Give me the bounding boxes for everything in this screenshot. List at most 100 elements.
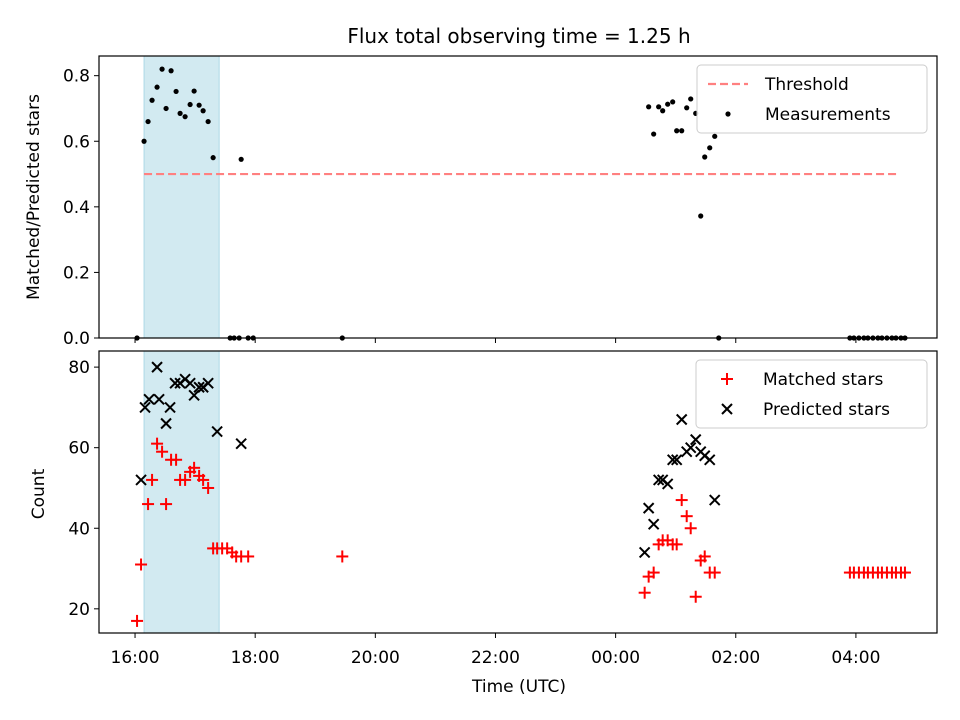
legend-predicted-label: Predicted stars bbox=[763, 400, 890, 420]
measurement-point bbox=[168, 68, 174, 74]
measurement-point bbox=[163, 105, 169, 112]
predicted-star-point bbox=[164, 401, 176, 414]
predicted-star-point bbox=[235, 437, 247, 450]
matched-star-point bbox=[170, 453, 183, 466]
top-panel-frame bbox=[98, 55, 938, 339]
bottom-panel-marks bbox=[131, 361, 911, 627]
matched-star-point bbox=[146, 473, 159, 486]
measurement-point bbox=[679, 128, 685, 134]
top-y-axis-label: Matched/Predicted stars bbox=[24, 94, 44, 300]
matched-star-point bbox=[336, 550, 349, 563]
measurement-point bbox=[187, 101, 193, 108]
bottom-y-axis-label: Count bbox=[29, 468, 49, 519]
measurement-point bbox=[182, 114, 188, 120]
predicted-star-point bbox=[188, 389, 200, 402]
y-tick-label: 80 bbox=[68, 358, 90, 378]
predicted-star-point bbox=[670, 454, 683, 466]
predicted-star-point bbox=[135, 474, 147, 486]
matched-star-point bbox=[188, 461, 201, 474]
top-panel: 0.0 0.2 0.4 0.6 0.8 Flux total observing tim… bbox=[24, 24, 938, 349]
legend-measurements-label: Measurements bbox=[765, 105, 891, 125]
measurement-point bbox=[191, 88, 197, 94]
matched-star-point bbox=[156, 445, 169, 458]
top-panel-y-ticks: 0.0 0.2 0.4 0.6 0.8 bbox=[63, 67, 99, 349]
predicted-star-point bbox=[684, 441, 697, 454]
predicted-star-point bbox=[704, 454, 716, 466]
predicted-star-point bbox=[139, 401, 151, 414]
y-tick-label: 0.0 bbox=[63, 329, 90, 349]
bottom-panel-y-ticks: 20 40 60 80 bbox=[68, 358, 99, 620]
bottom-panel: 20 40 60 80 16:00 18:00 20:00 22:00 00:00 02:00 0… bbox=[29, 350, 938, 697]
measurement-point bbox=[707, 145, 713, 151]
x-tick-label: 16:00 bbox=[111, 648, 160, 668]
matched-star-point bbox=[680, 510, 693, 523]
predicted-legend-swatch bbox=[721, 403, 733, 415]
x-tick-label: 18:00 bbox=[231, 648, 280, 668]
measurement-point bbox=[173, 88, 179, 95]
matched-legend-swatch bbox=[721, 373, 733, 385]
measurement-point bbox=[698, 213, 704, 219]
measurement-point bbox=[205, 118, 211, 125]
predicted-star-point bbox=[652, 474, 665, 486]
matched-star-point bbox=[698, 550, 711, 563]
bottom-panel-frame bbox=[98, 350, 938, 634]
measurement-point bbox=[670, 99, 676, 105]
measurement-point bbox=[688, 96, 694, 102]
y-tick-label: 0.8 bbox=[63, 67, 90, 87]
y-tick-label: 0.6 bbox=[63, 132, 90, 152]
matched-star-point bbox=[898, 566, 911, 579]
matched-star-point bbox=[151, 437, 164, 450]
y-tick-label: 20 bbox=[68, 600, 90, 620]
measurement-point bbox=[145, 118, 151, 125]
matched-star-point bbox=[242, 550, 255, 563]
bottom-legend-box bbox=[695, 359, 928, 429]
x-tick-label: 04:00 bbox=[831, 648, 880, 668]
measurement-point bbox=[200, 108, 206, 114]
legend-matched-label: Matched stars bbox=[763, 370, 883, 390]
matched-star-point bbox=[197, 473, 210, 486]
measurement-point bbox=[660, 108, 666, 114]
predicted-star-point bbox=[169, 377, 181, 389]
predicted-star-point bbox=[690, 433, 702, 446]
predicted-star-point bbox=[211, 425, 223, 438]
measurement-point bbox=[141, 138, 147, 144]
matched-star-point bbox=[179, 473, 192, 486]
y-tick-label: 40 bbox=[68, 519, 90, 539]
measurement-point bbox=[210, 155, 216, 161]
predicted-star-point bbox=[143, 393, 155, 406]
predicted-star-point bbox=[666, 454, 679, 466]
matched-star-point bbox=[131, 614, 144, 627]
y-tick-label: 60 bbox=[68, 439, 90, 459]
observing-window-band bbox=[143, 55, 220, 339]
chart-title: Flux total observing time = 1.25 h bbox=[347, 24, 690, 48]
measurement-point bbox=[702, 154, 708, 160]
measurement-point bbox=[646, 104, 652, 110]
predicted-star-point bbox=[153, 393, 165, 406]
measurement-point bbox=[177, 110, 183, 116]
measurement-point bbox=[651, 131, 657, 137]
matched-star-point bbox=[142, 498, 155, 511]
matched-star-point bbox=[708, 566, 721, 579]
predicted-star-point bbox=[202, 377, 214, 389]
x-axis-label: Time (UTC) bbox=[471, 677, 566, 697]
bottom-panel-x-ticks: 16:00 18:00 20:00 22:00 00:00 02:00 04:00 bbox=[111, 633, 880, 668]
bottom-legend: Matched stars Predicted stars bbox=[695, 359, 928, 429]
predicted-star-point bbox=[160, 417, 172, 430]
top-legend-box bbox=[696, 64, 928, 134]
x-tick-label: 02:00 bbox=[711, 648, 760, 668]
top-panel-x-ticks bbox=[134, 338, 857, 343]
predicted-star-point bbox=[647, 518, 660, 530]
measurement-point bbox=[665, 101, 671, 107]
series-matched-stars bbox=[131, 437, 911, 627]
x-tick-label: 22:00 bbox=[471, 648, 520, 668]
x-tick-label: 00:00 bbox=[591, 648, 640, 668]
y-tick-label: 0.4 bbox=[63, 198, 90, 218]
measurement-point bbox=[712, 133, 718, 139]
measurement-point bbox=[684, 105, 690, 111]
predicted-star-point bbox=[675, 413, 688, 426]
predicted-star-point bbox=[151, 361, 163, 373]
predicted-star-point bbox=[661, 478, 674, 490]
matched-star-point bbox=[675, 494, 688, 507]
series-predicted-stars bbox=[135, 361, 721, 559]
